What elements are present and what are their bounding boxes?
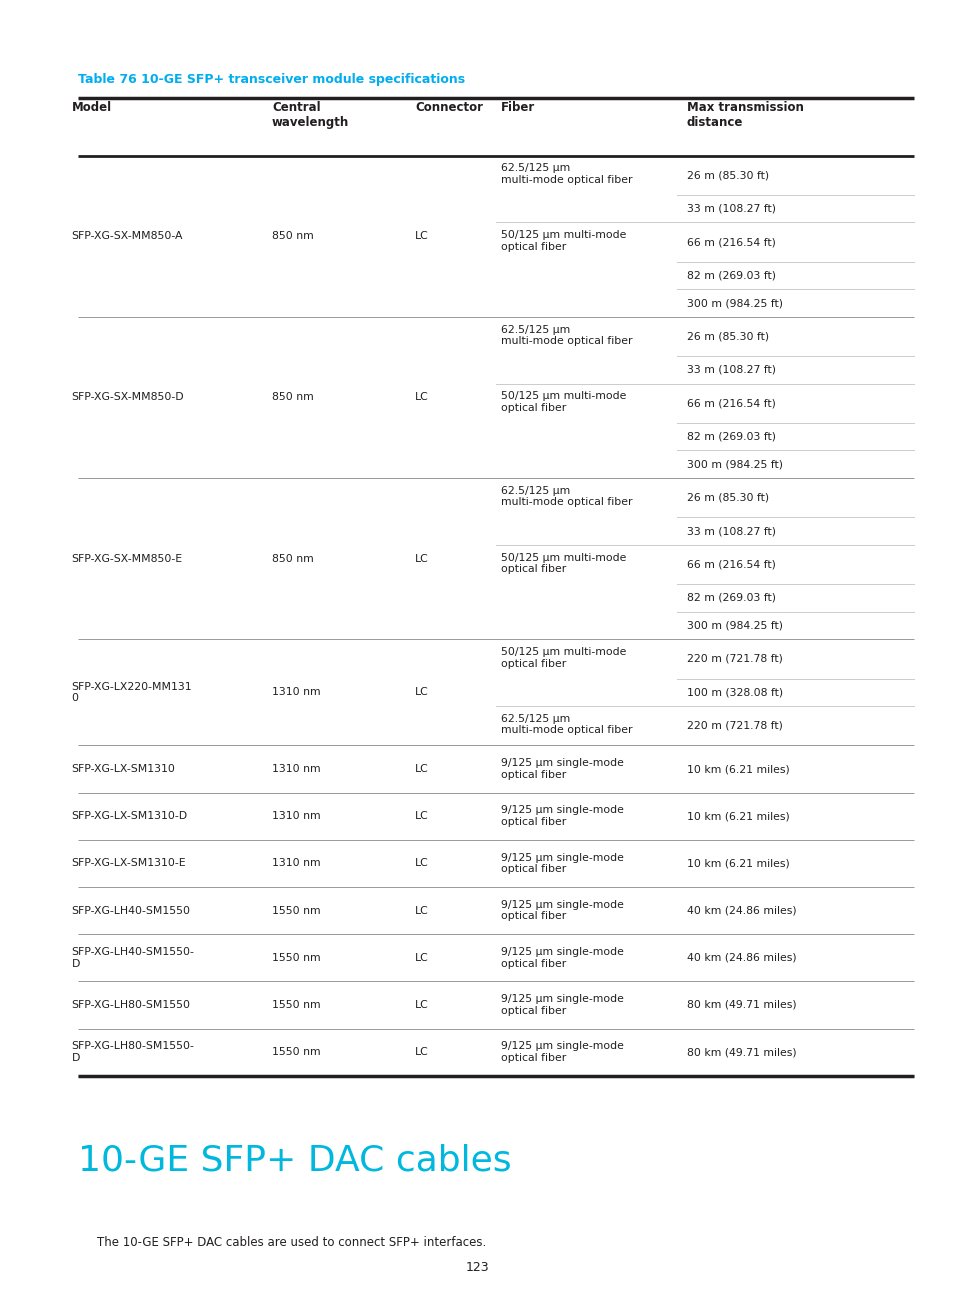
Text: 26 m (85.30 ft): 26 m (85.30 ft)	[686, 170, 768, 180]
Text: Connector: Connector	[415, 101, 482, 114]
Text: 62.5/125 μm
multi-mode optical fiber: 62.5/125 μm multi-mode optical fiber	[500, 486, 632, 507]
Text: 66 m (216.54 ft): 66 m (216.54 ft)	[686, 237, 775, 248]
Text: 300 m (984.25 ft): 300 m (984.25 ft)	[686, 298, 782, 308]
Text: 850 nm: 850 nm	[272, 553, 314, 564]
Text: 123: 123	[465, 1261, 488, 1274]
Text: 9/125 μm single-mode
optical fiber: 9/125 μm single-mode optical fiber	[500, 758, 623, 780]
Text: 50/125 μm multi-mode
optical fiber: 50/125 μm multi-mode optical fiber	[500, 647, 625, 669]
Text: LC: LC	[415, 393, 428, 402]
Text: 80 km (49.71 miles): 80 km (49.71 miles)	[686, 1047, 796, 1058]
Text: 1310 nm: 1310 nm	[272, 765, 320, 774]
Text: 1550 nm: 1550 nm	[272, 1001, 320, 1010]
Text: LC: LC	[415, 953, 428, 963]
Text: LC: LC	[415, 1047, 428, 1058]
Text: 10-GE SFP+ DAC cables: 10-GE SFP+ DAC cables	[78, 1143, 512, 1177]
Text: 82 m (269.03 ft): 82 m (269.03 ft)	[686, 271, 775, 280]
Text: 9/125 μm single-mode
optical fiber: 9/125 μm single-mode optical fiber	[500, 805, 623, 827]
Text: SFP-XG-LH40-SM1550: SFP-XG-LH40-SM1550	[71, 906, 191, 915]
Text: SFP-XG-SX-MM850-E: SFP-XG-SX-MM850-E	[71, 553, 182, 564]
Text: SFP-XG-LX-SM1310-E: SFP-XG-LX-SM1310-E	[71, 858, 186, 868]
Text: 9/125 μm single-mode
optical fiber: 9/125 μm single-mode optical fiber	[500, 947, 623, 968]
Text: Model: Model	[71, 101, 112, 114]
Text: SFP-XG-SX-MM850-D: SFP-XG-SX-MM850-D	[71, 393, 184, 402]
Text: 300 m (984.25 ft): 300 m (984.25 ft)	[686, 459, 782, 469]
Text: 26 m (85.30 ft): 26 m (85.30 ft)	[686, 492, 768, 503]
Text: 9/125 μm single-mode
optical fiber: 9/125 μm single-mode optical fiber	[500, 853, 623, 875]
Text: SFP-XG-LH80-SM1550: SFP-XG-LH80-SM1550	[71, 1001, 191, 1010]
Text: SFP-XG-LX-SM1310: SFP-XG-LX-SM1310	[71, 765, 175, 774]
Text: 220 m (721.78 ft): 220 m (721.78 ft)	[686, 721, 781, 731]
Text: 33 m (108.27 ft): 33 m (108.27 ft)	[686, 365, 775, 375]
Text: SFP-XG-LX220-MM131
0: SFP-XG-LX220-MM131 0	[71, 682, 192, 704]
Text: 9/125 μm single-mode
optical fiber: 9/125 μm single-mode optical fiber	[500, 1041, 623, 1063]
Text: 1310 nm: 1310 nm	[272, 858, 320, 868]
Text: LC: LC	[415, 231, 428, 241]
Text: 850 nm: 850 nm	[272, 393, 314, 402]
Text: 1310 nm: 1310 nm	[272, 811, 320, 822]
Text: Central
wavelength: Central wavelength	[272, 101, 349, 130]
Text: 26 m (85.30 ft): 26 m (85.30 ft)	[686, 332, 768, 341]
Text: 1310 nm: 1310 nm	[272, 687, 320, 697]
Text: 66 m (216.54 ft): 66 m (216.54 ft)	[686, 398, 775, 408]
Text: 9/125 μm single-mode
optical fiber: 9/125 μm single-mode optical fiber	[500, 899, 623, 921]
Text: 1550 nm: 1550 nm	[272, 906, 320, 915]
Text: 80 km (49.71 miles): 80 km (49.71 miles)	[686, 1001, 796, 1010]
Text: 9/125 μm single-mode
optical fiber: 9/125 μm single-mode optical fiber	[500, 994, 623, 1016]
Text: 50/125 μm multi-mode
optical fiber: 50/125 μm multi-mode optical fiber	[500, 391, 625, 413]
Text: 220 m (721.78 ft): 220 m (721.78 ft)	[686, 654, 781, 664]
Text: LC: LC	[415, 553, 428, 564]
Text: 10 km (6.21 miles): 10 km (6.21 miles)	[686, 858, 789, 868]
Text: LC: LC	[415, 1001, 428, 1010]
Text: 1550 nm: 1550 nm	[272, 1047, 320, 1058]
Text: 10 km (6.21 miles): 10 km (6.21 miles)	[686, 765, 789, 774]
Text: LC: LC	[415, 765, 428, 774]
Text: 50/125 μm multi-mode
optical fiber: 50/125 μm multi-mode optical fiber	[500, 231, 625, 251]
Text: 850 nm: 850 nm	[272, 231, 314, 241]
Text: The 10-GE SFP+ DAC cables are used to connect SFP+ interfaces.: The 10-GE SFP+ DAC cables are used to co…	[97, 1236, 486, 1249]
Text: LC: LC	[415, 811, 428, 822]
Text: LC: LC	[415, 858, 428, 868]
Text: SFP-XG-LH80-SM1550-
D: SFP-XG-LH80-SM1550- D	[71, 1041, 194, 1063]
Text: 62.5/125 μm
multi-mode optical fiber: 62.5/125 μm multi-mode optical fiber	[500, 324, 632, 346]
Text: 40 km (24.86 miles): 40 km (24.86 miles)	[686, 906, 796, 915]
Text: 33 m (108.27 ft): 33 m (108.27 ft)	[686, 526, 775, 537]
Text: 62.5/125 μm
multi-mode optical fiber: 62.5/125 μm multi-mode optical fiber	[500, 714, 632, 735]
Text: 50/125 μm multi-mode
optical fiber: 50/125 μm multi-mode optical fiber	[500, 552, 625, 574]
Text: LC: LC	[415, 906, 428, 915]
Text: 10 km (6.21 miles): 10 km (6.21 miles)	[686, 811, 789, 822]
Text: SFP-XG-LX-SM1310-D: SFP-XG-LX-SM1310-D	[71, 811, 188, 822]
Text: 33 m (108.27 ft): 33 m (108.27 ft)	[686, 203, 775, 214]
Text: SFP-XG-LH40-SM1550-
D: SFP-XG-LH40-SM1550- D	[71, 947, 194, 968]
Text: 82 m (269.03 ft): 82 m (269.03 ft)	[686, 594, 775, 603]
Text: 40 km (24.86 miles): 40 km (24.86 miles)	[686, 953, 796, 963]
Text: 82 m (269.03 ft): 82 m (269.03 ft)	[686, 432, 775, 442]
Text: Max transmission
distance: Max transmission distance	[686, 101, 803, 130]
Text: 62.5/125 μm
multi-mode optical fiber: 62.5/125 μm multi-mode optical fiber	[500, 163, 632, 185]
Text: LC: LC	[415, 687, 428, 697]
Text: 300 m (984.25 ft): 300 m (984.25 ft)	[686, 621, 782, 630]
Text: 100 m (328.08 ft): 100 m (328.08 ft)	[686, 687, 782, 697]
Text: Table 76 10-GE SFP+ transceiver module specifications: Table 76 10-GE SFP+ transceiver module s…	[78, 73, 465, 86]
Text: SFP-XG-SX-MM850-A: SFP-XG-SX-MM850-A	[71, 231, 183, 241]
Text: Fiber: Fiber	[500, 101, 535, 114]
Text: 66 m (216.54 ft): 66 m (216.54 ft)	[686, 560, 775, 569]
Text: 1550 nm: 1550 nm	[272, 953, 320, 963]
